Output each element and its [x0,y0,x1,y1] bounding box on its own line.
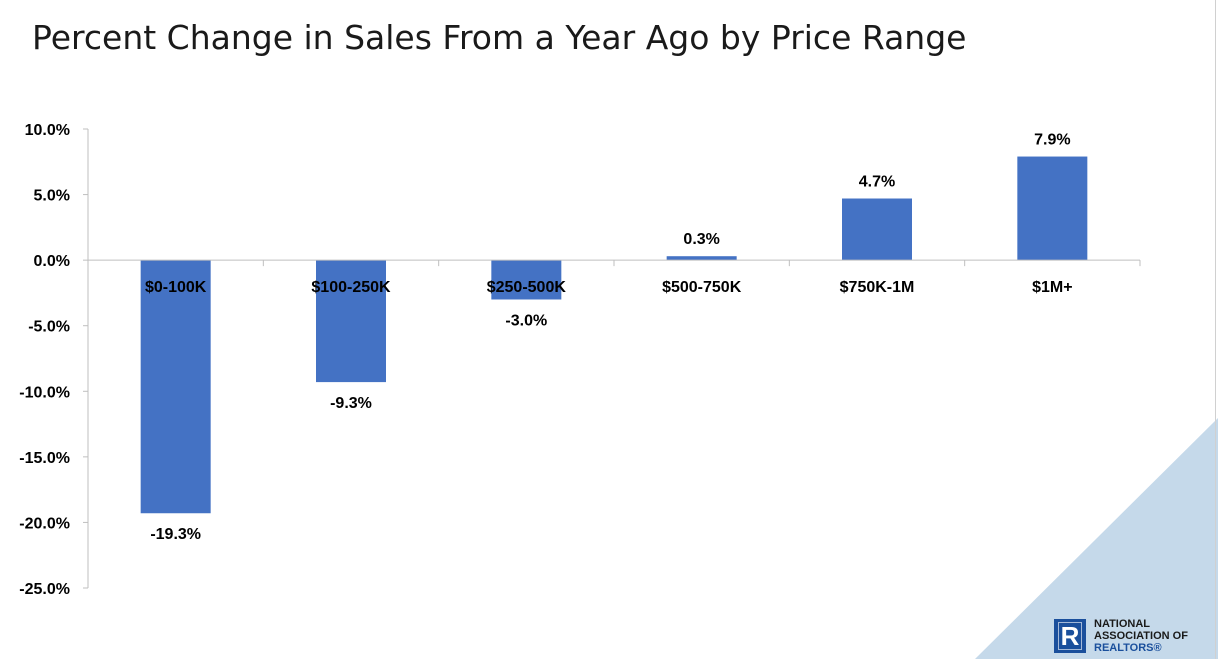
logo-line-3: REALTORS® [1094,642,1162,654]
y-tick-label: -20.0% [19,515,70,532]
data-label: 0.3% [683,231,719,248]
category-label: $100-250K [311,279,391,296]
data-label: -3.0% [505,312,547,329]
logo-wordmark: NATIONAL ASSOCIATION OF REALTORS® [1094,618,1188,654]
chart-title: Percent Change in Sales From a Year Ago … [32,18,967,57]
category-label: $250-500K [487,279,567,296]
data-label: -19.3% [150,526,201,543]
category-label: $0-100K [145,279,207,296]
category-label: $750K-1M [840,279,915,296]
y-tick-label: -25.0% [19,581,70,598]
data-label: -9.3% [330,395,372,412]
bar [316,260,386,383]
category-label: $500-750K [662,279,742,296]
y-tick-label: -5.0% [28,319,70,336]
y-tick-label: 5.0% [34,188,70,205]
y-tick-label: -15.0% [19,450,70,467]
labels-layer: 10.0% 5.0% 0.0% -5.0% -10.0% -15.0% -20.0% -25.… [19,122,1072,598]
bars-layer [140,156,1088,514]
data-label: 7.9% [1034,132,1070,149]
y-tick-label: -10.0% [19,384,70,401]
y-tick-label: 10.0% [25,122,70,139]
bar [491,260,562,300]
logo-line-1: NATIONAL [1094,618,1151,630]
axis-layer [83,128,1141,589]
y-tick-label: 0.0% [34,253,70,270]
slide-edge-line [1215,0,1216,659]
data-label: 4.7% [859,174,895,191]
bar [140,260,211,514]
realtor-r-logo-icon: R [1054,619,1086,653]
bar [666,256,737,261]
logo-line-2: ASSOCIATION OF [1094,630,1188,642]
category-label: $1M+ [1032,279,1072,296]
bar [1017,156,1088,261]
bar [842,198,912,261]
